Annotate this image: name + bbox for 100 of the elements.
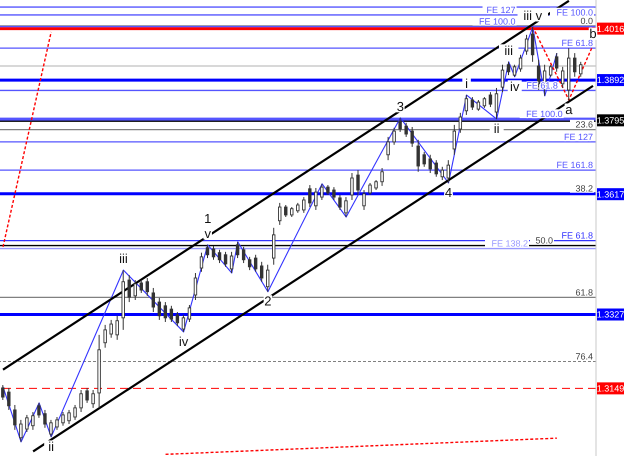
candlestick: [176, 312, 180, 327]
annotation: iii v: [523, 8, 543, 23]
candlestick: [530, 26, 534, 62]
candlestick: [224, 251, 228, 268]
candlestick: [103, 324, 107, 348]
candlestick: [380, 168, 384, 186]
candlestick: [188, 304, 192, 322]
candlestick: [488, 92, 492, 108]
candlestick: [7, 387, 11, 410]
candlestick: [416, 139, 420, 172]
ref-line-label: FE 100.0: [526, 109, 563, 120]
annotation: 3: [396, 98, 404, 114]
candlestick: [362, 190, 366, 210]
candlestick: [302, 196, 306, 214]
candlestick: [194, 272, 198, 300]
candlestick: [212, 246, 216, 260]
candlestick: [79, 390, 83, 413]
candlestick: [458, 112, 462, 134]
ref-line-label: 0.0: [580, 16, 593, 26]
candlestick: [152, 287, 156, 313]
candlestick: [134, 280, 137, 300]
candlestick: [326, 184, 330, 196]
candlestick: [536, 59, 540, 91]
candlestick: [158, 297, 162, 320]
ref-line-label: 61.8: [575, 287, 593, 298]
candlestick: [554, 52, 558, 72]
candlestick: [272, 227, 276, 266]
candlestick: [109, 319, 113, 338]
candlestick: [482, 96, 486, 108]
candlestick: [560, 66, 564, 88]
candlestick: [296, 202, 300, 214]
candlestick: [278, 202, 282, 226]
annotation: 1: [204, 210, 212, 226]
candlestick: [266, 264, 270, 292]
annotation: iii: [504, 42, 514, 58]
annotation: b: [589, 26, 597, 42]
annotation: 4: [444, 184, 452, 200]
candlestick: [25, 414, 29, 432]
candlestick: [115, 315, 119, 340]
candlestick: [19, 419, 23, 442]
candlestick: [218, 249, 222, 264]
candlestick: [440, 166, 444, 181]
candlestick: [404, 122, 408, 138]
ref-line-label: FE 138.2: [491, 238, 528, 249]
candlestick: [43, 409, 47, 428]
candlestick: [422, 151, 426, 168]
ref-line-label: FE 127: [486, 4, 516, 15]
candlestick: [338, 194, 342, 210]
ref-line-label: FE 61.8: [561, 230, 593, 241]
candlestick: [242, 246, 246, 264]
candlestick: [350, 172, 354, 200]
candlestick: [31, 412, 35, 430]
candlestick: [37, 402, 41, 418]
candlestick: [464, 94, 468, 116]
ref-line-label: 38.2: [575, 184, 593, 194]
candlestick: [254, 254, 258, 272]
annotation: 2: [264, 294, 272, 309]
candlestick: [1, 384, 5, 400]
candlestick: [91, 390, 95, 408]
candlestick: [284, 204, 288, 218]
candlestick: [428, 154, 432, 174]
candlestick: [85, 387, 89, 404]
candlestick: [374, 180, 378, 191]
candlestick: [476, 99, 480, 112]
annotation: a: [565, 102, 574, 117]
candlestick: [446, 160, 450, 184]
candlestick: [314, 187, 318, 210]
candlestick: [140, 280, 143, 294]
candlestick: [260, 261, 264, 282]
candlestick: [61, 412, 65, 426]
ref-line-label: 23.6: [575, 120, 593, 130]
candlestick: [55, 416, 59, 430]
candlestick: [500, 64, 504, 93]
candlestick: [386, 136, 390, 161]
ref-line-label: 76.4: [575, 352, 593, 362]
candlestick: [290, 206, 294, 218]
candlestick: [164, 302, 168, 322]
ref-line-label: FE 100.0: [556, 8, 593, 18]
ref-line-label: FE 100.0: [479, 16, 516, 27]
candlestick: [308, 184, 312, 208]
candlestick: [170, 305, 174, 322]
candlestick: [146, 278, 149, 296]
candlestick: [356, 170, 360, 196]
candlestick: [392, 127, 396, 146]
candlestick: [548, 64, 552, 78]
candlestick: [410, 126, 414, 148]
ref-line-label: FE 161.8: [556, 160, 593, 170]
annotation: ii: [48, 438, 54, 454]
annotation: iii: [119, 251, 128, 266]
candlestick: [470, 96, 474, 110]
ref-line-label: 50.0: [535, 236, 553, 246]
candlestick: [128, 274, 131, 303]
candlestick: [368, 182, 372, 196]
candlestick: [230, 251, 234, 274]
annotation: ii: [494, 121, 500, 136]
candlestick: [579, 61, 582, 78]
candlestick: [573, 52, 576, 78]
candlestick: [524, 34, 528, 56]
candlestick: [452, 124, 456, 156]
annotation: v: [204, 226, 212, 241]
